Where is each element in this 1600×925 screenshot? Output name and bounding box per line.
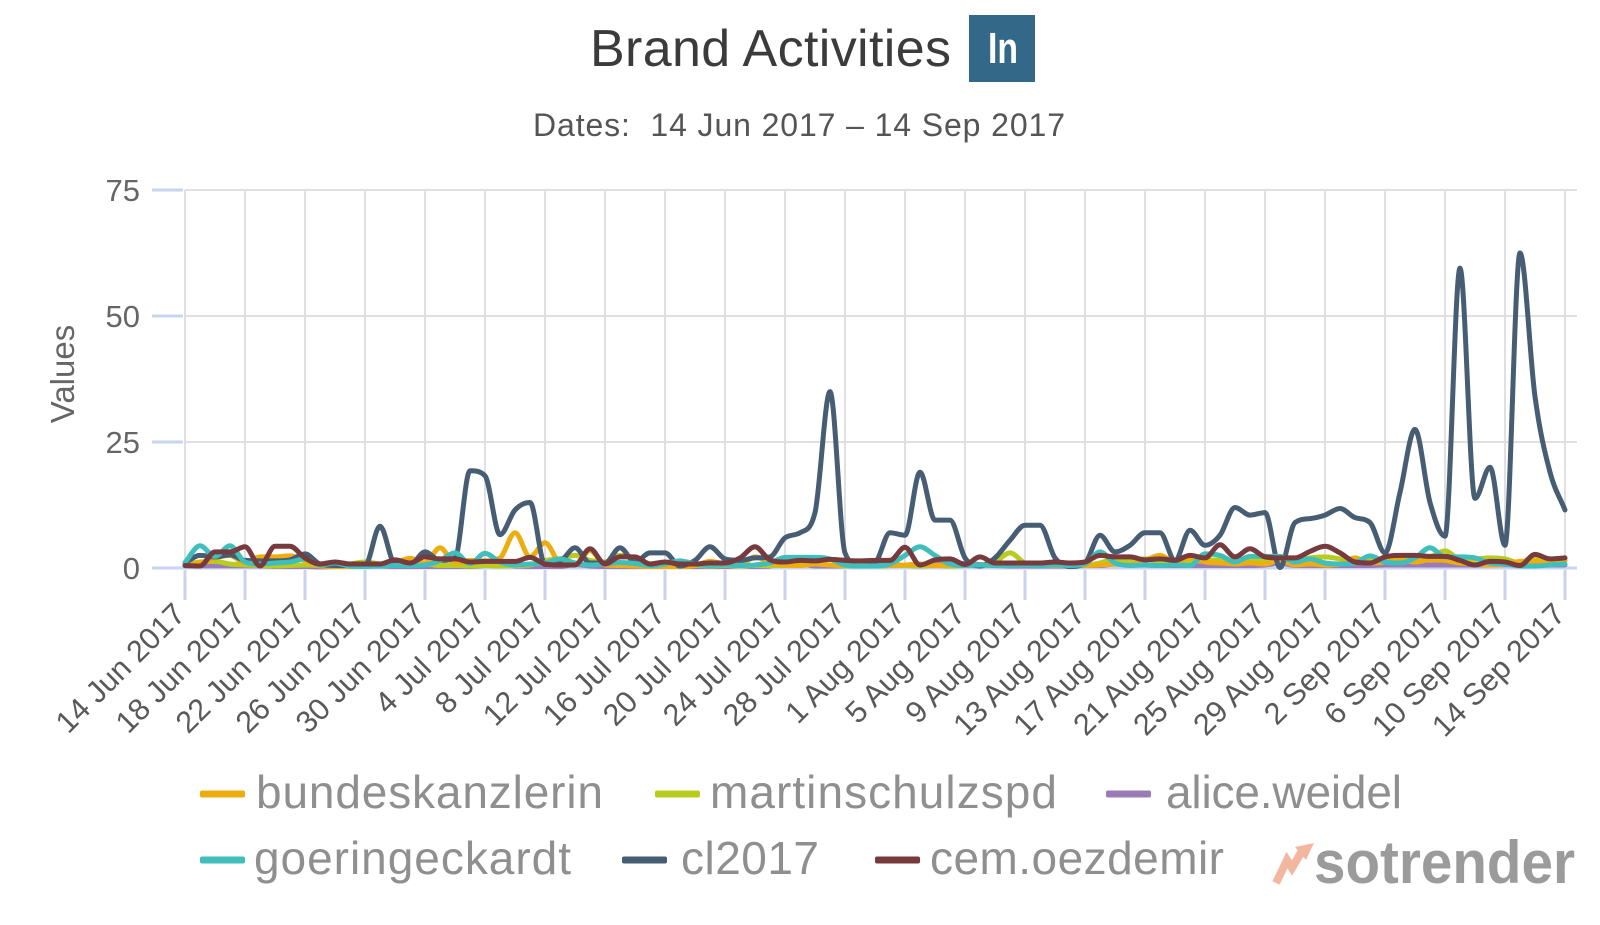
svg-text:cem.oezdemir: cem.oezdemir: [930, 832, 1224, 884]
svg-text:cl2017: cl2017: [681, 832, 819, 884]
svg-text:50: 50: [106, 299, 140, 334]
svg-text:bundeskanzlerin: bundeskanzlerin: [256, 766, 603, 818]
svg-text:martinschulzspd: martinschulzspd: [710, 766, 1057, 818]
svg-text:In: In: [988, 24, 1018, 73]
svg-text:0: 0: [123, 551, 140, 586]
svg-text:alice.weidel: alice.weidel: [1166, 766, 1402, 818]
svg-text:75: 75: [106, 173, 140, 208]
svg-text:25: 25: [106, 425, 140, 460]
svg-text:Brand Activities: Brand Activities: [590, 20, 951, 78]
svg-text:goeringeckardt: goeringeckardt: [254, 832, 571, 884]
svg-text:Values: Values: [44, 325, 81, 423]
svg-text:Dates: 14 Jun 2017 – 14 Sep 2: Dates: 14 Jun 2017 – 14 Sep 2017: [533, 107, 1065, 143]
svg-text:sotrender: sotrender: [1314, 829, 1575, 896]
